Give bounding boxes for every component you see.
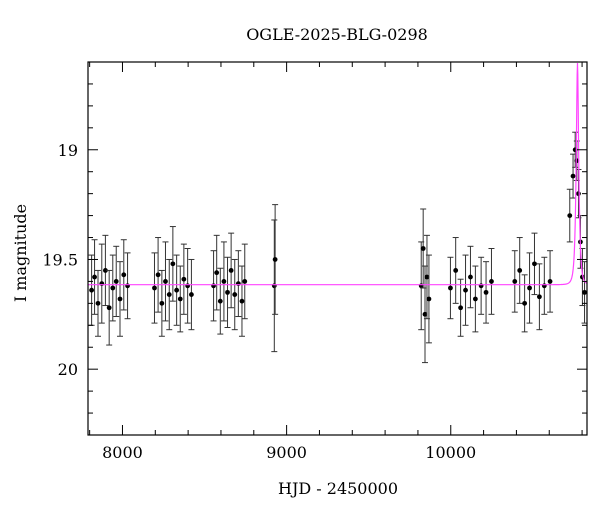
data-point — [566, 188, 573, 243]
data-point — [231, 258, 238, 331]
data-point — [467, 245, 474, 309]
data-point — [238, 265, 245, 337]
data-point — [425, 254, 432, 344]
data-point — [106, 269, 113, 346]
chart-title: OGLE-2025-BLG-0298 — [246, 25, 428, 44]
data-point — [526, 252, 533, 324]
data-point — [162, 241, 169, 322]
data-point — [421, 265, 428, 364]
data-point — [220, 241, 227, 322]
data-point — [180, 243, 187, 315]
data-point — [235, 250, 242, 318]
data-point — [173, 254, 180, 326]
data-point — [457, 278, 464, 337]
data-point — [241, 243, 248, 320]
data-point — [102, 234, 109, 307]
data-point — [95, 269, 102, 337]
data-point — [155, 237, 162, 313]
data-point — [447, 256, 454, 320]
data-point — [109, 254, 116, 322]
data-point — [271, 219, 278, 353]
y-tick-label: 20 — [58, 360, 78, 379]
data-point — [488, 248, 495, 315]
data-point — [120, 239, 127, 311]
data-point — [213, 234, 220, 311]
y-tick-label: 19.5 — [42, 250, 78, 269]
data-point — [547, 250, 554, 313]
x-tick-label: 10000 — [425, 443, 476, 462]
data-point — [272, 204, 279, 315]
data-point — [224, 256, 231, 328]
x-tick-label: 9000 — [266, 443, 307, 462]
y-axis-label: I magnitude — [11, 204, 30, 302]
data-point — [228, 232, 235, 309]
data-point — [472, 265, 479, 333]
x-axis-label: HJD - 2450000 — [278, 479, 398, 498]
y-tick-label: 19 — [58, 141, 78, 160]
data-point — [462, 254, 469, 326]
data-point — [478, 256, 485, 315]
data-point — [117, 261, 124, 337]
model-curve — [88, 63, 588, 286]
data-point — [158, 269, 165, 337]
data-point — [184, 248, 191, 324]
data-point — [98, 243, 105, 324]
data-point — [511, 250, 518, 313]
data-point — [166, 258, 173, 331]
data-point — [151, 252, 158, 324]
data-point — [536, 263, 543, 331]
data-point — [188, 258, 195, 331]
x-tick-label: 8000 — [102, 443, 143, 462]
data-point — [217, 267, 224, 335]
data-point — [423, 234, 430, 320]
data-point — [541, 256, 548, 315]
data-point — [483, 261, 490, 324]
plot-frame — [87, 61, 588, 436]
data-point — [91, 239, 98, 315]
data-points — [88, 131, 588, 364]
data-point — [177, 265, 184, 333]
data-point — [169, 226, 176, 302]
data-point — [516, 237, 523, 304]
axis-ticks: 8000 9000 10000 19 19.5 20 — [42, 61, 587, 462]
data-point — [124, 252, 131, 320]
data-point — [452, 237, 459, 304]
data-point — [113, 245, 120, 318]
